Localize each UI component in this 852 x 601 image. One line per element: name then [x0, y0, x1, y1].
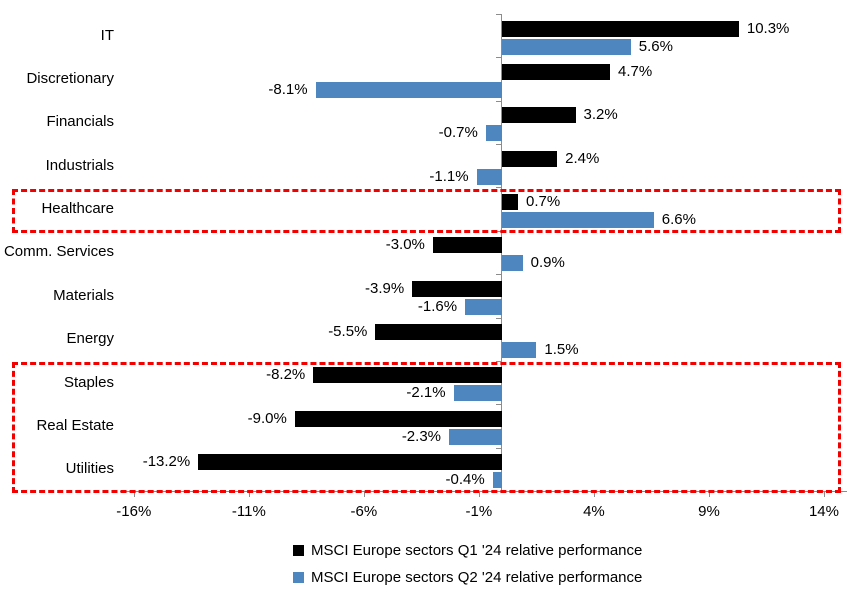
category-label: Industrials: [45, 156, 114, 174]
legend-marker: [293, 545, 304, 556]
bar-value-label: -13.2%: [142, 453, 191, 471]
bar-q2: [492, 472, 502, 489]
legend-item-q1: MSCI Europe sectors Q1 '24 relative perf…: [293, 542, 642, 559]
bar-value-label: -3.0%: [385, 236, 425, 254]
bar-value-label: -8.2%: [266, 366, 306, 384]
bar-q1: [375, 324, 502, 341]
bar-value-label: 5.6%: [638, 37, 673, 55]
bar-q2: [453, 385, 502, 402]
bar-value-label: -2.3%: [401, 427, 441, 445]
category-label: Discretionary: [26, 70, 114, 88]
bar-value-label: -2.1%: [406, 384, 446, 402]
x-tick-label: 4%: [583, 503, 605, 520]
bar-value-label: 4.7%: [618, 62, 653, 80]
bar-q2: [501, 255, 523, 272]
category-label: Utilities: [65, 460, 114, 478]
legend-label-q1: MSCI Europe sectors Q1 '24 relative perf…: [311, 542, 643, 559]
bar-value-label: -9.0%: [247, 409, 287, 427]
bar-q2: [501, 342, 537, 359]
category-label: Comm. Services: [3, 243, 114, 261]
axis-tick: [495, 360, 502, 362]
bar-value-label: -5.5%: [328, 323, 368, 341]
category-label: IT: [100, 26, 114, 44]
axis-tick: [495, 100, 502, 102]
bar-q1: [501, 107, 576, 124]
category-label: Materials: [53, 286, 114, 304]
bar-q1: [294, 410, 502, 427]
axis-tick: [495, 230, 502, 232]
axis-tick: [495, 490, 502, 492]
legend: MSCI Europe sectors Q1 '24 relative perf…: [293, 542, 642, 586]
bar-q2: [448, 428, 502, 445]
bar-q1: [501, 193, 518, 210]
category-label: Real Estate: [36, 416, 114, 434]
axis-tick: [708, 491, 710, 497]
bar-q1: [501, 20, 739, 37]
bar-value-label: 0.7%: [526, 192, 561, 210]
highlight-box: [12, 188, 841, 234]
x-tick-label: -6%: [350, 503, 378, 520]
axis-tick: [823, 491, 825, 497]
bar-value-label: 6.6%: [661, 210, 696, 228]
bar-q1: [313, 367, 502, 384]
bar-q2: [476, 168, 502, 185]
x-tick-label: -1%: [465, 503, 493, 520]
bar-value-label: -8.1%: [268, 80, 308, 98]
bar-q2: [501, 211, 654, 228]
bar-value-label: -0.7%: [438, 124, 478, 142]
bar-value-label: -3.9%: [365, 279, 405, 297]
axis-tick: [593, 491, 595, 497]
category-label: Financials: [46, 113, 114, 131]
bar-q2: [501, 38, 631, 55]
axis-tick: [495, 404, 502, 406]
x-tick-label: 9%: [698, 503, 720, 520]
y-axis-line: [501, 14, 503, 491]
legend-marker: [293, 572, 304, 583]
axis-tick: [248, 491, 250, 497]
axis-tick: [363, 491, 365, 497]
x-tick-label: 14%: [808, 503, 839, 520]
category-label: Staples: [63, 373, 114, 391]
axis-tick: [495, 57, 502, 59]
bar-value-label: 2.4%: [565, 149, 600, 167]
bar-q2: [465, 298, 502, 315]
bar-value-label: 1.5%: [544, 341, 579, 359]
bar-value-label: -1.1%: [429, 167, 469, 185]
legend-item-q2: MSCI Europe sectors Q2 '24 relative perf…: [293, 569, 642, 586]
axis-tick: [495, 14, 502, 15]
bar-q2: [315, 81, 502, 98]
bar-value-label: 3.2%: [583, 106, 618, 124]
axis-tick: [495, 187, 502, 189]
axis-tick: [495, 447, 502, 449]
x-axis-line: [120, 491, 847, 492]
bar-value-label: -1.6%: [417, 297, 458, 315]
bar-q1: [501, 63, 611, 80]
bar-q1: [432, 237, 502, 254]
axis-tick: [133, 491, 135, 497]
axis-tick: [478, 491, 480, 497]
axis-tick: [495, 144, 502, 146]
bar-q1: [501, 150, 558, 167]
bar-q1: [198, 454, 502, 471]
axis-tick: [495, 274, 502, 276]
bar-value-label: 10.3%: [746, 19, 790, 37]
axis-tick: [495, 317, 502, 319]
x-tick-label: -16%: [116, 503, 152, 520]
category-label: Energy: [66, 330, 114, 348]
bar-value-label: -0.4%: [445, 471, 485, 489]
bar-q1: [412, 280, 502, 297]
legend-label-q2: MSCI Europe sectors Q2 '24 relative perf…: [311, 569, 643, 586]
category-label: Healthcare: [41, 200, 114, 218]
bar-q2: [485, 125, 502, 142]
x-tick-label: -11%: [231, 503, 266, 520]
bar-value-label: 0.9%: [530, 254, 565, 272]
